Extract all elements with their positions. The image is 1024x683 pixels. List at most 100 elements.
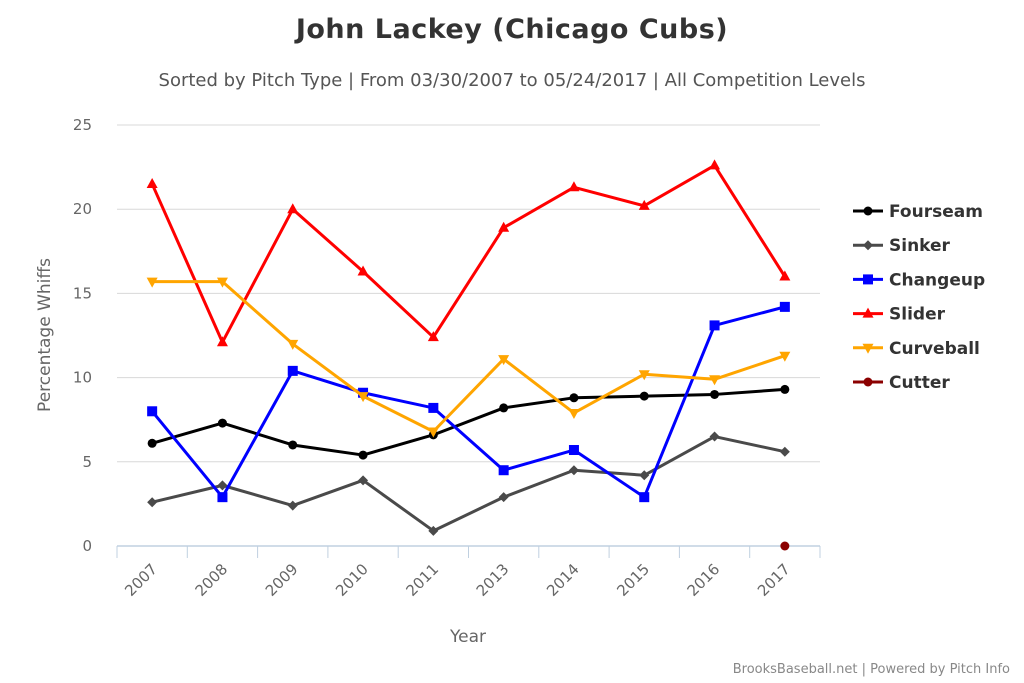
credits-text[interactable]: BrooksBaseball.net | Powered by Pitch In… (732, 662, 1010, 677)
slider-point[interactable] (427, 331, 439, 342)
curveball-point[interactable] (498, 355, 510, 366)
legend-marker (863, 240, 873, 251)
fourseam-point[interactable] (358, 450, 368, 460)
y-tick-label: 25 (73, 116, 92, 134)
changeup-point[interactable] (287, 365, 298, 376)
legend-label: Fourseam (889, 202, 983, 222)
curveball-point[interactable] (568, 408, 580, 419)
x-axis: 2007 2008 2009 2010 2011 2013 2014 2015 2016 2017 (116, 545, 821, 600)
fourseam-point[interactable] (217, 418, 227, 428)
curveball-point[interactable] (709, 375, 721, 386)
x-tick-label: 2013 (473, 560, 513, 600)
curveball-point[interactable] (779, 351, 791, 362)
sinker-point[interactable] (147, 497, 158, 508)
legend-label: Cutter (889, 373, 950, 393)
changeup-point[interactable] (639, 492, 650, 503)
changeup-point[interactable] (217, 492, 228, 503)
sinker-point[interactable] (287, 500, 298, 511)
slider-point[interactable] (779, 270, 791, 281)
x-tick-label: 2016 (684, 560, 724, 600)
slider-point[interactable] (287, 203, 299, 214)
y-tick-label: 15 (73, 284, 92, 302)
curveball-point[interactable] (427, 427, 439, 438)
legend-item-fourseam[interactable]: Fourseam (853, 202, 983, 222)
series-lines (146, 159, 791, 551)
series-sinker (147, 431, 790, 536)
slider-point[interactable] (709, 159, 721, 170)
x-tick-label: 2015 (613, 560, 653, 600)
curveball-line (152, 280, 786, 433)
x-tick-label: 2007 (121, 560, 161, 600)
sinker-point[interactable] (779, 446, 790, 457)
x-tick-label: 2011 (402, 560, 442, 600)
changeup-line (150, 305, 786, 499)
y-tick-label: 5 (82, 453, 92, 471)
series-slider (146, 159, 791, 347)
slider-point[interactable] (568, 181, 580, 192)
legend-item-changeup[interactable]: Changeup (853, 270, 985, 290)
curveball-point[interactable] (287, 339, 299, 350)
sinker-point[interactable] (498, 492, 509, 503)
x-tick-label: 2008 (192, 560, 232, 600)
sinker-point[interactable] (568, 465, 579, 476)
changeup-point[interactable] (709, 320, 720, 331)
curveball-point[interactable] (216, 277, 228, 288)
changeup-point[interactable] (568, 445, 579, 456)
legend-marker (863, 206, 873, 216)
changeup-point[interactable] (779, 301, 790, 312)
changeup-point[interactable] (147, 406, 158, 417)
y-tick-label: 0 (82, 537, 92, 555)
curveball-point[interactable] (638, 370, 650, 381)
cutter-point[interactable] (780, 541, 790, 551)
sinker-point[interactable] (709, 431, 720, 442)
legend-item-slider[interactable]: Slider (853, 305, 946, 325)
slider-point[interactable] (146, 177, 158, 188)
sinker-point[interactable] (358, 475, 369, 486)
sinker-point[interactable] (217, 480, 228, 491)
sinker-line (151, 435, 786, 533)
fourseam-point[interactable] (499, 403, 509, 413)
slider-point[interactable] (357, 265, 369, 276)
x-tick-label: 2010 (332, 560, 372, 600)
series-cutter (780, 541, 790, 551)
grid-lines: 0 5 10 15 20 25 (73, 116, 820, 555)
legend-label: Slider (889, 305, 946, 325)
slider-point[interactable] (638, 199, 650, 210)
y-tick-label: 10 (73, 369, 92, 387)
fourseam-point[interactable] (288, 440, 298, 450)
fourseam-point[interactable] (569, 393, 579, 403)
fourseam-point[interactable] (780, 384, 790, 394)
changeup-point[interactable] (498, 465, 509, 476)
legend-marker (863, 377, 873, 387)
x-tick-label: 2014 (543, 560, 583, 600)
sinker-point[interactable] (428, 525, 439, 536)
y-axis-title: Percentage Whiffs (35, 258, 55, 412)
fourseam-point[interactable] (147, 438, 157, 448)
legend[interactable]: Fourseam Sinker Changeup Slider Curveball Cut… (853, 202, 985, 393)
fourseam-line (151, 387, 785, 457)
x-tick-label: 2009 (262, 560, 302, 600)
legend-item-sinker[interactable]: Sinker (853, 236, 951, 256)
sinker-point[interactable] (639, 470, 650, 481)
legend-label: Changeup (889, 270, 985, 290)
legend-item-cutter[interactable]: Cutter (853, 373, 950, 393)
changeup-point[interactable] (428, 402, 439, 413)
legend-item-curveball[interactable]: Curveball (853, 339, 980, 359)
x-tick-label: 2017 (754, 560, 794, 600)
fourseam-point[interactable] (639, 391, 649, 401)
curveball-point[interactable] (357, 392, 369, 403)
series-changeup (147, 301, 790, 503)
slider-point[interactable] (498, 221, 510, 232)
curveball-point[interactable] (146, 277, 158, 288)
legend-marker (862, 343, 874, 354)
slider-line (150, 163, 787, 344)
chart-title: John Lackey (Chicago Cubs) (295, 14, 729, 45)
fourseam-point[interactable] (710, 389, 720, 399)
legend-label: Sinker (889, 236, 951, 256)
series-curveball (146, 277, 791, 438)
slider-point[interactable] (216, 336, 228, 347)
chart-subtitle: Sorted by Pitch Type | From 03/30/2007 t… (158, 70, 866, 91)
y-tick-label: 20 (73, 200, 92, 218)
x-axis-title: Year (449, 627, 486, 647)
